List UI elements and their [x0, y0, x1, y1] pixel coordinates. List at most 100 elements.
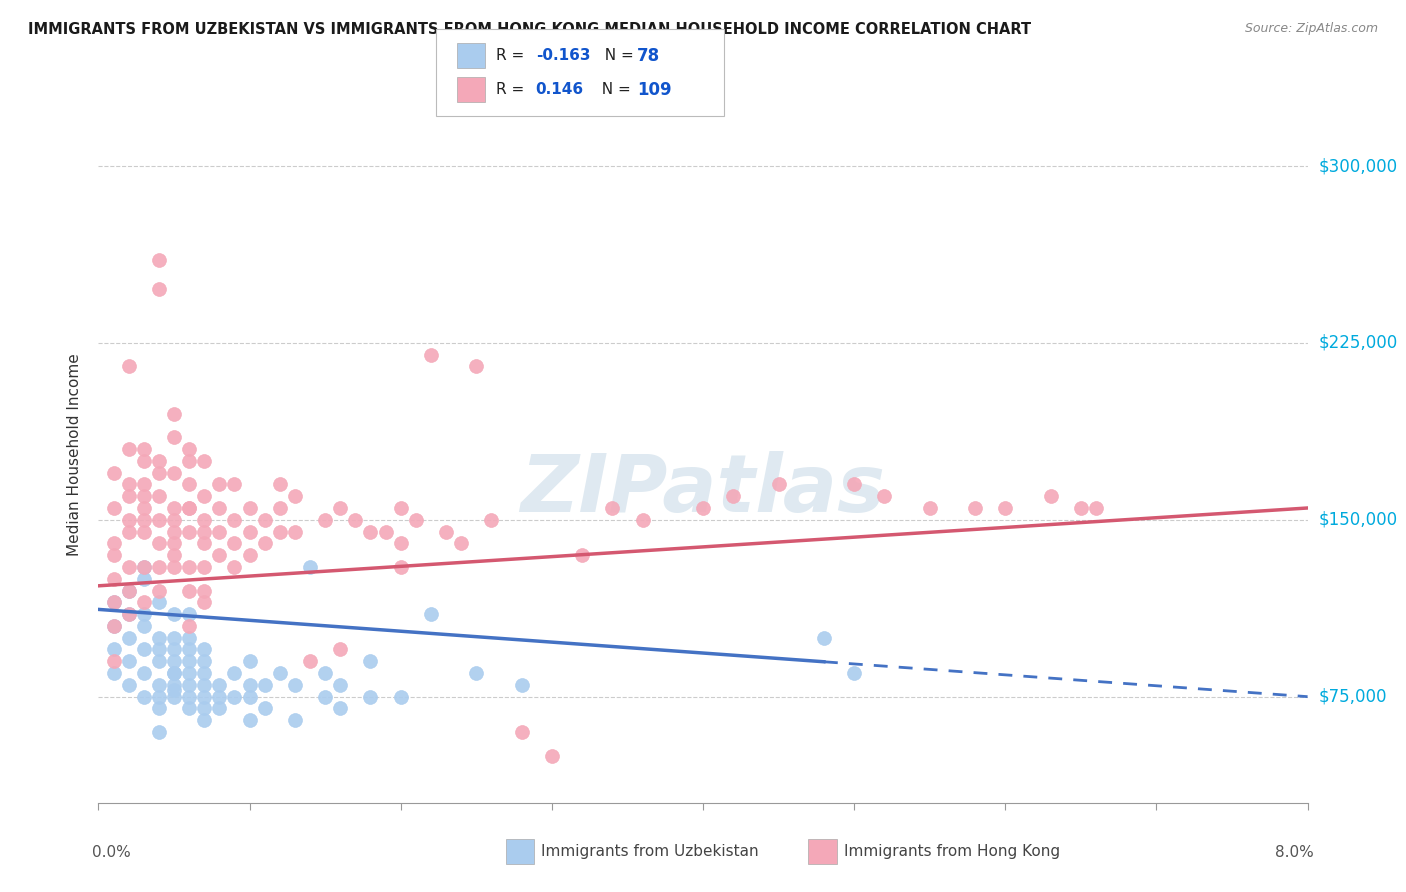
Point — [179, 701, 201, 715]
Point — [269, 524, 291, 539]
Point — [118, 513, 141, 527]
Point — [132, 477, 155, 491]
Point — [132, 454, 155, 468]
Point — [103, 536, 125, 550]
Point — [844, 477, 866, 491]
Point — [118, 583, 141, 598]
Point — [132, 442, 155, 456]
Text: $225,000: $225,000 — [1319, 334, 1398, 351]
Point — [163, 654, 186, 668]
Point — [118, 631, 141, 645]
Point — [239, 524, 262, 539]
Point — [193, 713, 215, 727]
Point — [118, 477, 141, 491]
Point — [132, 500, 155, 515]
Point — [163, 524, 186, 539]
Point — [253, 513, 276, 527]
Point — [148, 466, 170, 480]
Point — [132, 666, 155, 681]
Point — [103, 595, 125, 609]
Point — [193, 690, 215, 704]
Point — [148, 454, 170, 468]
Point — [163, 678, 186, 692]
Point — [179, 678, 201, 692]
Text: Immigrants from Uzbekistan: Immigrants from Uzbekistan — [541, 845, 759, 859]
Point — [132, 560, 155, 574]
Point — [450, 536, 472, 550]
Point — [179, 666, 201, 681]
Point — [103, 619, 125, 633]
Point — [163, 466, 186, 480]
Text: IMMIGRANTS FROM UZBEKISTAN VS IMMIGRANTS FROM HONG KONG MEDIAN HOUSEHOLD INCOME : IMMIGRANTS FROM UZBEKISTAN VS IMMIGRANTS… — [28, 22, 1031, 37]
Point — [1085, 500, 1108, 515]
Point — [118, 359, 141, 374]
Text: -0.163: -0.163 — [536, 48, 591, 63]
Point — [389, 690, 412, 704]
Text: $75,000: $75,000 — [1319, 688, 1388, 706]
Point — [132, 607, 155, 621]
Point — [118, 442, 141, 456]
Point — [132, 642, 155, 657]
Point — [631, 513, 654, 527]
Point — [148, 631, 170, 645]
Point — [389, 500, 412, 515]
Point — [132, 560, 155, 574]
Point — [132, 572, 155, 586]
Point — [179, 619, 201, 633]
Point — [179, 442, 201, 456]
Point — [844, 666, 866, 681]
Point — [148, 690, 170, 704]
Point — [118, 583, 141, 598]
Point — [148, 253, 170, 268]
Point — [179, 690, 201, 704]
Point — [179, 500, 201, 515]
Point — [193, 666, 215, 681]
Point — [193, 583, 215, 598]
Text: 8.0%: 8.0% — [1275, 845, 1313, 860]
Point — [103, 642, 125, 657]
Point — [193, 642, 215, 657]
Point — [344, 513, 367, 527]
Point — [179, 642, 201, 657]
Point — [118, 607, 141, 621]
Point — [118, 489, 141, 503]
Point — [163, 666, 186, 681]
Point — [193, 595, 215, 609]
Point — [208, 477, 231, 491]
Point — [132, 489, 155, 503]
Point — [163, 513, 186, 527]
Point — [602, 500, 624, 515]
Point — [148, 282, 170, 296]
Point — [118, 607, 141, 621]
Text: Source: ZipAtlas.com: Source: ZipAtlas.com — [1244, 22, 1378, 36]
Point — [148, 725, 170, 739]
Point — [510, 725, 533, 739]
Point — [163, 536, 186, 550]
Point — [148, 595, 170, 609]
Point — [193, 524, 215, 539]
Point — [239, 548, 262, 562]
Point — [239, 690, 262, 704]
Point — [163, 607, 186, 621]
Point — [179, 477, 201, 491]
Text: N =: N = — [595, 48, 638, 63]
Text: $300,000: $300,000 — [1319, 157, 1398, 175]
Point — [434, 524, 457, 539]
Point — [103, 654, 125, 668]
Point — [405, 513, 427, 527]
Point — [510, 678, 533, 692]
Point — [873, 489, 896, 503]
Point — [193, 454, 215, 468]
Point — [359, 690, 381, 704]
Point — [163, 682, 186, 697]
Point — [163, 631, 186, 645]
Point — [269, 500, 291, 515]
Point — [132, 524, 155, 539]
Point — [179, 500, 201, 515]
Point — [329, 642, 352, 657]
Point — [148, 701, 170, 715]
Point — [239, 654, 262, 668]
Point — [118, 654, 141, 668]
Point — [329, 701, 352, 715]
Point — [132, 595, 155, 609]
